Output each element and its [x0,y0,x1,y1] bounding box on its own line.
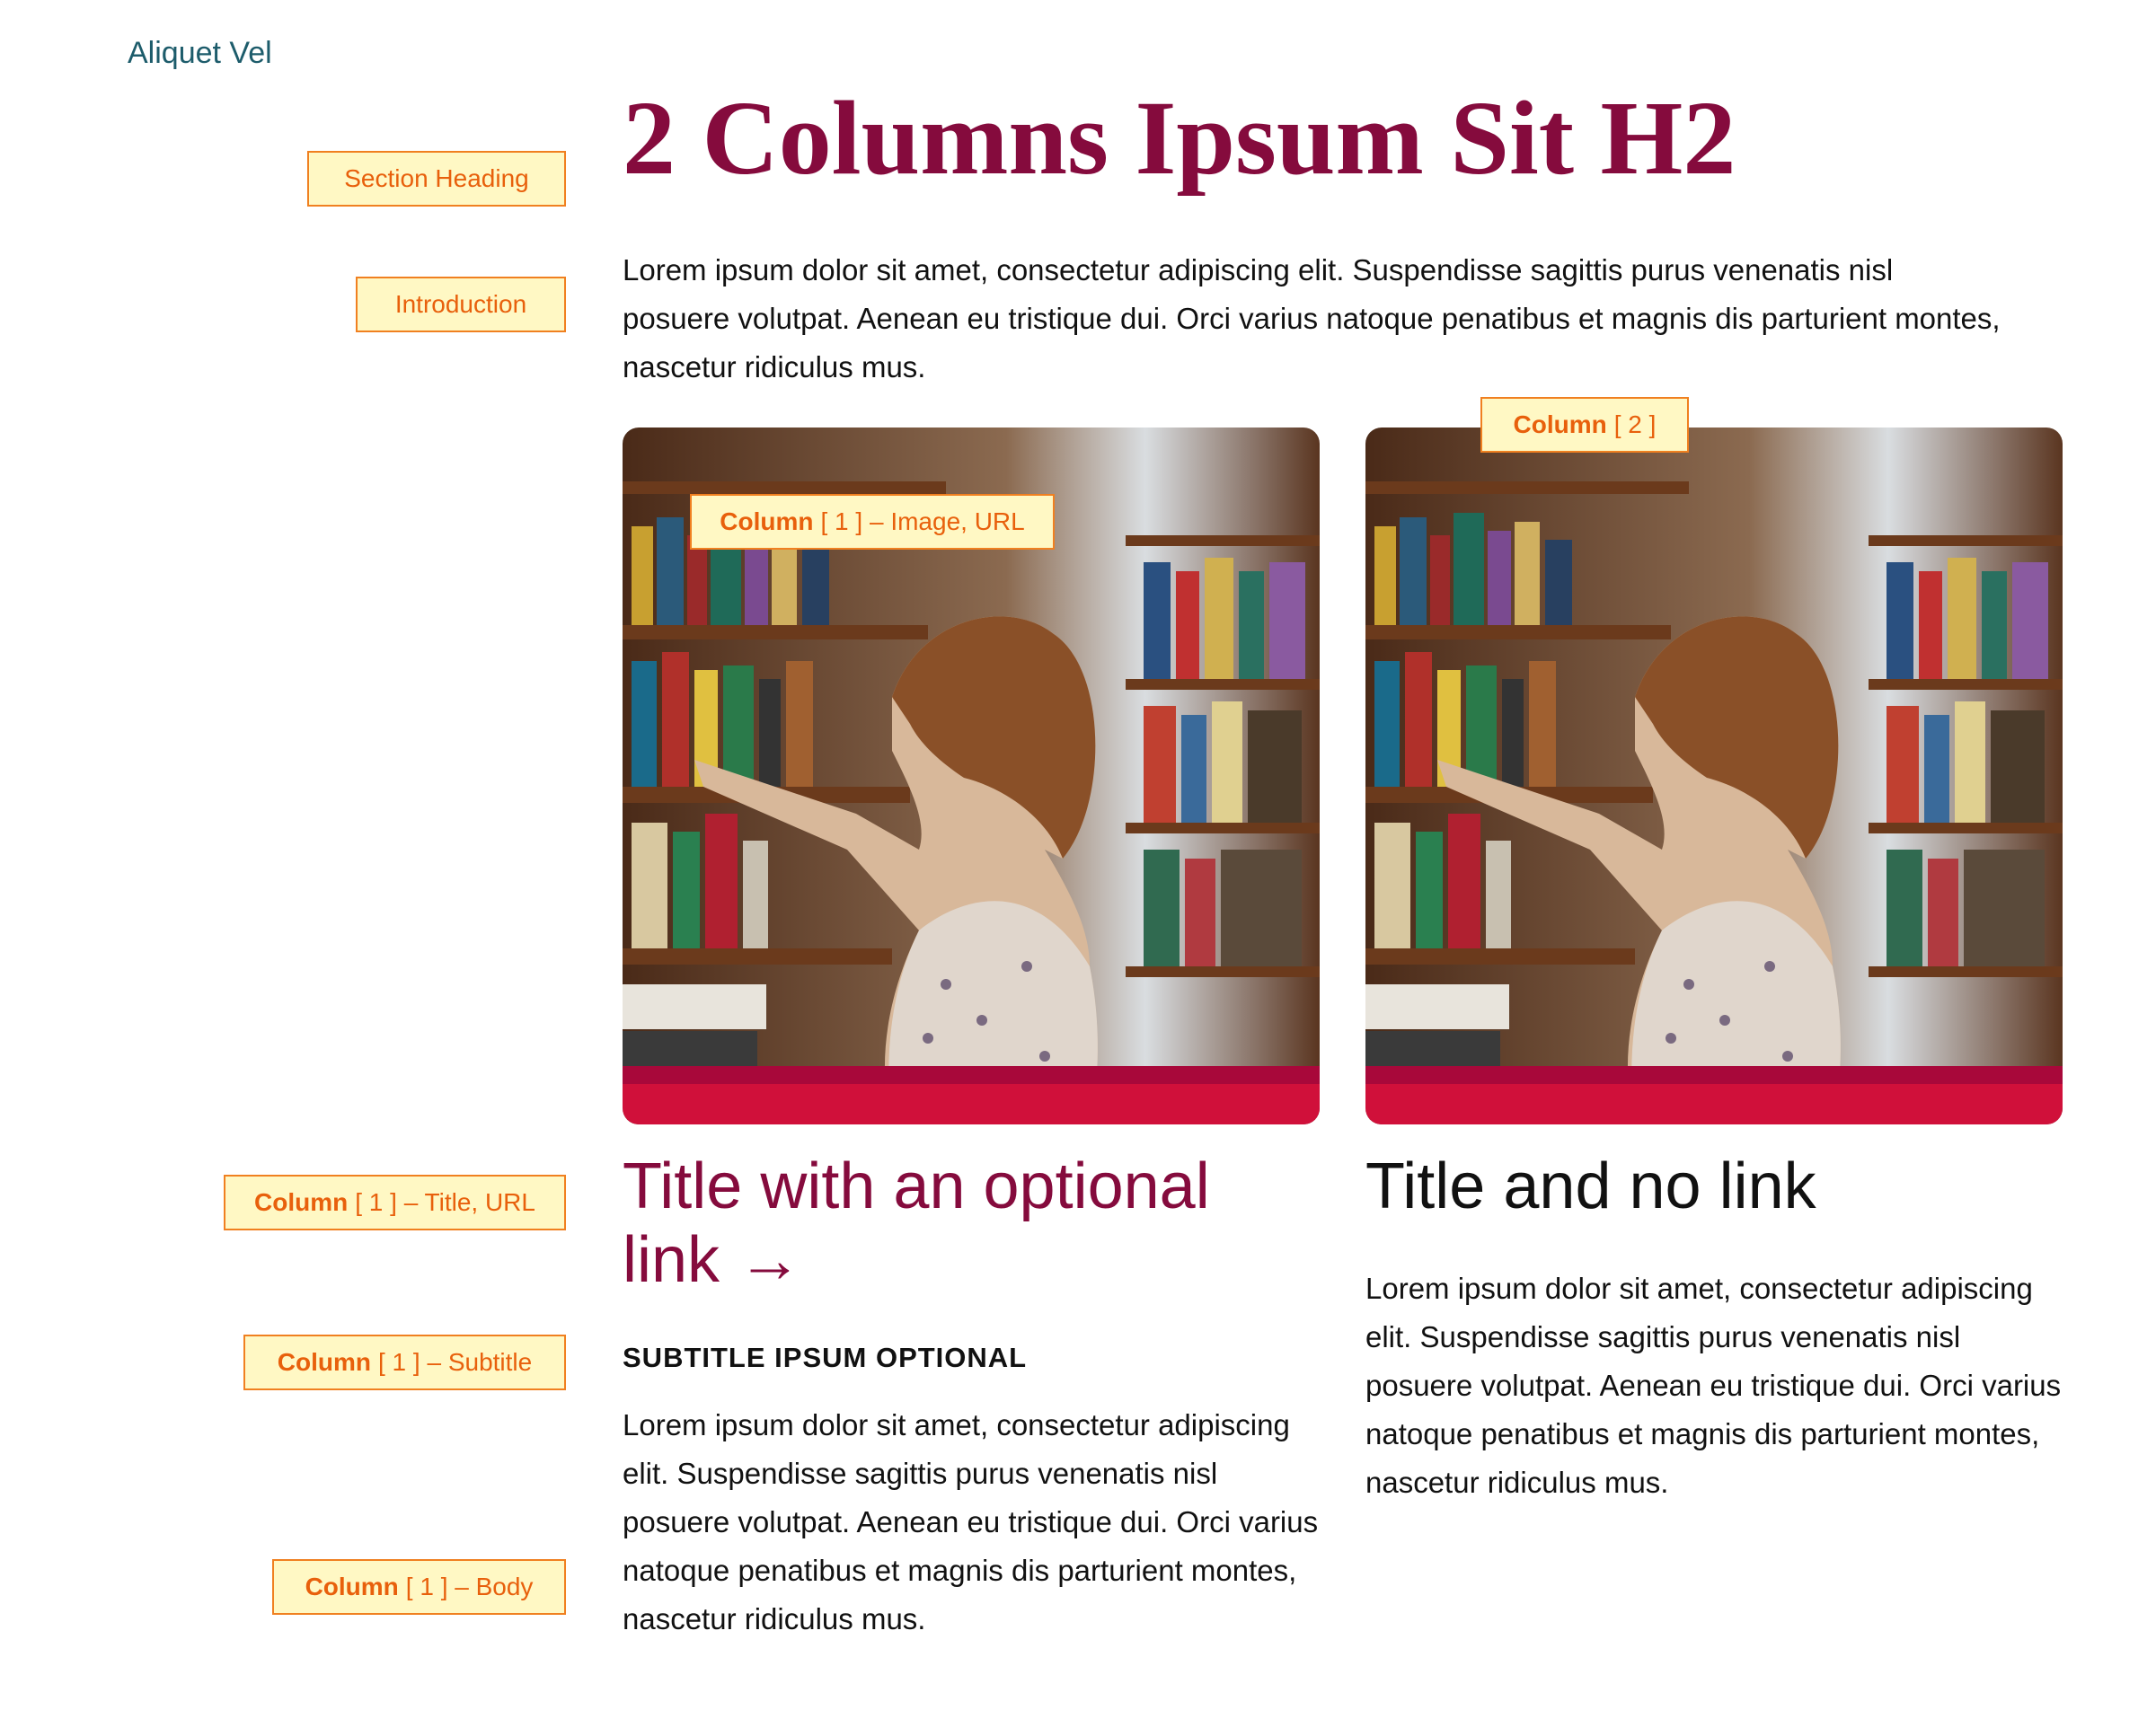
column-image-wrap [1365,428,2063,1124]
nav-link[interactable]: Aliquet Vel [128,36,272,70]
annotation-text: [ 1 ] – Subtitle [378,1348,533,1376]
annotation-text: [ 1 ] – Image, URL [820,507,1025,535]
annotation-bold: Column [277,1348,371,1376]
column-subtitle: SUBTITLE IPSUM OPTIONAL [623,1342,1028,1373]
annotation-bold: Column [720,507,814,535]
annotation-text: Section Heading [344,164,529,192]
annotation-bold: Column [1513,410,1607,438]
column-image [1365,428,2063,1124]
annotation: Column[ 1 ] – Body [272,1559,566,1615]
annotation-text: [ 1 ] – Title, URL [355,1188,535,1216]
annotation: Introduction [356,277,566,332]
annotation: Column[ 1 ] – Subtitle [243,1335,566,1390]
annotation: Column[ 1 ] – Image, URL [690,494,1055,550]
annotation-text: [ 2 ] [1613,410,1657,438]
introduction: Lorem ipsum dolor sit amet, consectetur … [623,253,2001,383]
annotation-bold: Column [305,1573,399,1600]
annotation: Column[ 2 ] [1480,397,1689,453]
annotation-text: [ 1 ] – Body [405,1573,534,1600]
annotation: Column[ 1 ] – Title, URL [224,1175,566,1230]
annotation-text: Introduction [394,290,527,318]
column-title: Title and no link [1365,1150,1816,1222]
column-body: Lorem ipsum dolor sit amet, consectetur … [623,1408,1319,1635]
column-body: Lorem ipsum dolor sit amet, consectetur … [1365,1272,2062,1499]
section-heading: 2 Columns Ipsum Sit H2 [623,79,1736,197]
annotation: Section Heading [307,151,566,207]
column-title-link[interactable]: Title with an optional link → [623,1150,1210,1296]
annotation-bold: Column [254,1188,349,1216]
